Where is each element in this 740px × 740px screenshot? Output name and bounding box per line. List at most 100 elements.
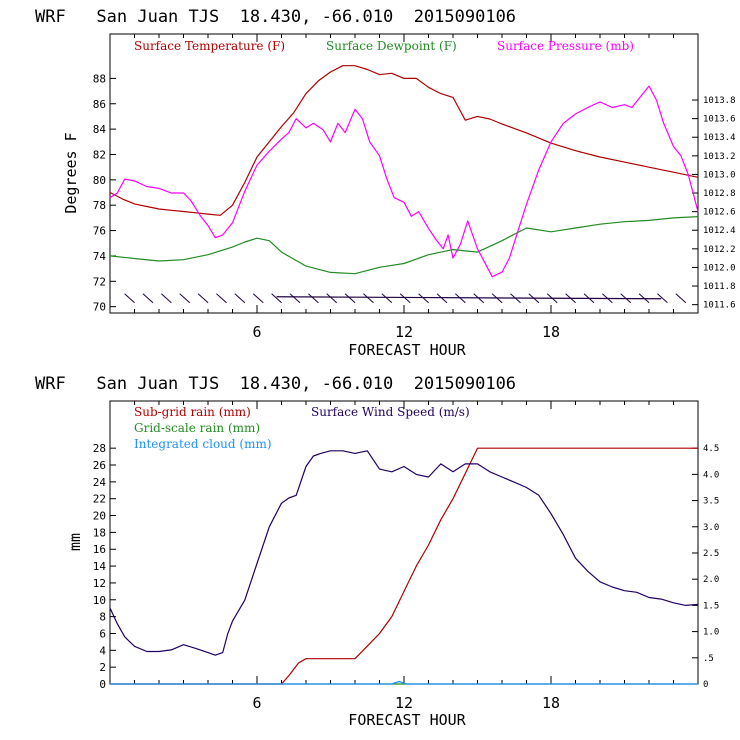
y2-tick-label: 1011.8 [703,282,736,292]
wind-barb [491,293,503,304]
y2-tick-label: 0 [703,680,708,690]
wind-barb [675,293,687,304]
wind-barb [326,293,338,304]
wind-barb [252,293,264,304]
y-tick-label: 70 [93,301,106,314]
y-tick-label: 88 [93,72,106,85]
y2-tick-label: 1011.6 [703,301,736,311]
y2-tick-label: 1.5 [703,601,719,611]
wind-barb [179,293,191,304]
wind-barb [436,293,448,304]
x-tick-label: 6 [252,694,261,712]
y2-tick-label: 2.5 [703,549,719,559]
wind-barb-line [276,296,662,300]
y-tick-label: 82 [93,148,106,161]
wind-barb [565,293,576,304]
y-tick-label: 74 [93,250,107,263]
wind-barb [620,293,632,304]
temperature-panel: WRF San Juan TJS 18.430, -66.010 2015090… [35,7,736,359]
y-tick-label: 78 [93,199,106,212]
y2-tick-label: 1012.8 [703,189,736,199]
wind-barb [657,293,668,304]
x-tick-label: 12 [395,323,413,341]
y-axis-label: mm [66,533,84,551]
wind-barb [142,293,154,304]
y-tick-label: 2 [99,661,106,674]
y-tick-label: 76 [93,225,106,238]
x-tick-label: 18 [542,323,560,341]
wind-barb [363,293,374,304]
legend-sub-grid-rain: Sub-grid rain (mm) [134,405,251,419]
wind-barb [197,293,209,304]
panel-title: WRF San Juan TJS 18.430, -66.010 2015090… [35,7,516,27]
wind-barb [602,293,613,304]
x-axis-label: FORECAST HOUR [348,341,466,359]
y-tick-label: 22 [93,493,106,506]
y-tick-label: 26 [93,459,106,472]
panel-title: WRF San Juan TJS 18.430, -66.010 2015090… [35,374,516,394]
legend-grid-scale-rain: Grid-scale rain (mm) [134,421,260,435]
y2-tick-label: 2.0 [703,575,719,585]
wind-barbs [124,293,687,304]
wind-barb [271,293,282,304]
wind-barb [124,293,135,304]
wind-barb [418,293,429,304]
y-tick-label: 16 [93,543,106,556]
y-tick-label: 24 [93,476,107,489]
series-line-surface-dewpoint-f [109,216,699,275]
series-line-integrated-cloud-mm [110,680,698,685]
y-tick-label: 72 [93,275,106,288]
x-axis: 6 12 18 [134,34,674,341]
wind-barb [308,293,319,304]
y-tick-label: 10 [93,594,106,607]
y2-tick-label: 3.5 [703,497,719,507]
y-tick-label: 20 [93,510,106,523]
x-tick-label: 12 [395,694,413,712]
series-line-sub-grid-rain-mm [110,447,698,685]
y2-tick-label: 1012.6 [703,208,736,218]
y2-tick-label: 1012.4 [703,226,736,236]
precipitation-panel: WRF San Juan TJS 18.430, -66.010 2015090… [35,374,719,729]
y-tick-label: 86 [93,98,106,111]
y2-tick-label: .5 [703,654,714,664]
y-tick-label: 80 [93,174,106,187]
y2-tick-label: 1012.2 [703,245,736,255]
y-tick-label: 28 [93,442,106,455]
wind-barb [216,293,227,304]
wind-barb [381,293,393,304]
wind-barb [399,293,411,304]
wind-barb [344,293,356,304]
legend-integrated-cloud: Integrated cloud (mm) [134,437,272,451]
wind-barb [510,293,521,304]
y2-tick-label: 1013.8 [703,96,736,106]
y-tick-label: 12 [93,577,106,590]
legend-surface-pressure: Surface Pressure (mb) [497,39,634,53]
y-axis-right: 1011.6 1011.8 1012.0 1012.2 1012.4 1012.6 1012… [692,96,736,311]
series-group [109,65,699,278]
y-tick-label: 18 [93,526,106,539]
plot-frame [109,33,699,314]
legend-surface-wind-speed: Surface Wind Speed (m/s) [311,405,470,419]
y2-tick-label: 1013.0 [703,170,736,180]
wind-barb [161,293,172,304]
y2-tick-label: 1.0 [703,628,719,638]
y2-tick-label: 4.5 [703,444,719,454]
wind-barb [528,293,540,304]
x-axis-label: FORECAST HOUR [348,711,466,729]
series-line-surface-pressure-mb [109,85,699,278]
y-tick-label: 0 [99,678,106,691]
legend-surface-temperature: Surface Temperature (F) [134,39,285,53]
y2-tick-label: 3.0 [703,523,719,533]
x-axis: 6 12 18 [134,401,674,712]
wind-barb [583,293,595,304]
y-axis-right: 0 .5 1.0 1.5 2.0 2.5 3.0 3.5 4.0 4.5 [692,444,719,690]
x-tick-label: 6 [252,323,261,341]
wind-barb [289,293,301,304]
y2-tick-label: 1012.0 [703,263,736,273]
y-tick-label: 4 [99,644,106,657]
wind-barb [234,293,246,304]
series-line-surface-temperature-f [109,65,699,216]
y-tick-label: 84 [93,123,107,136]
